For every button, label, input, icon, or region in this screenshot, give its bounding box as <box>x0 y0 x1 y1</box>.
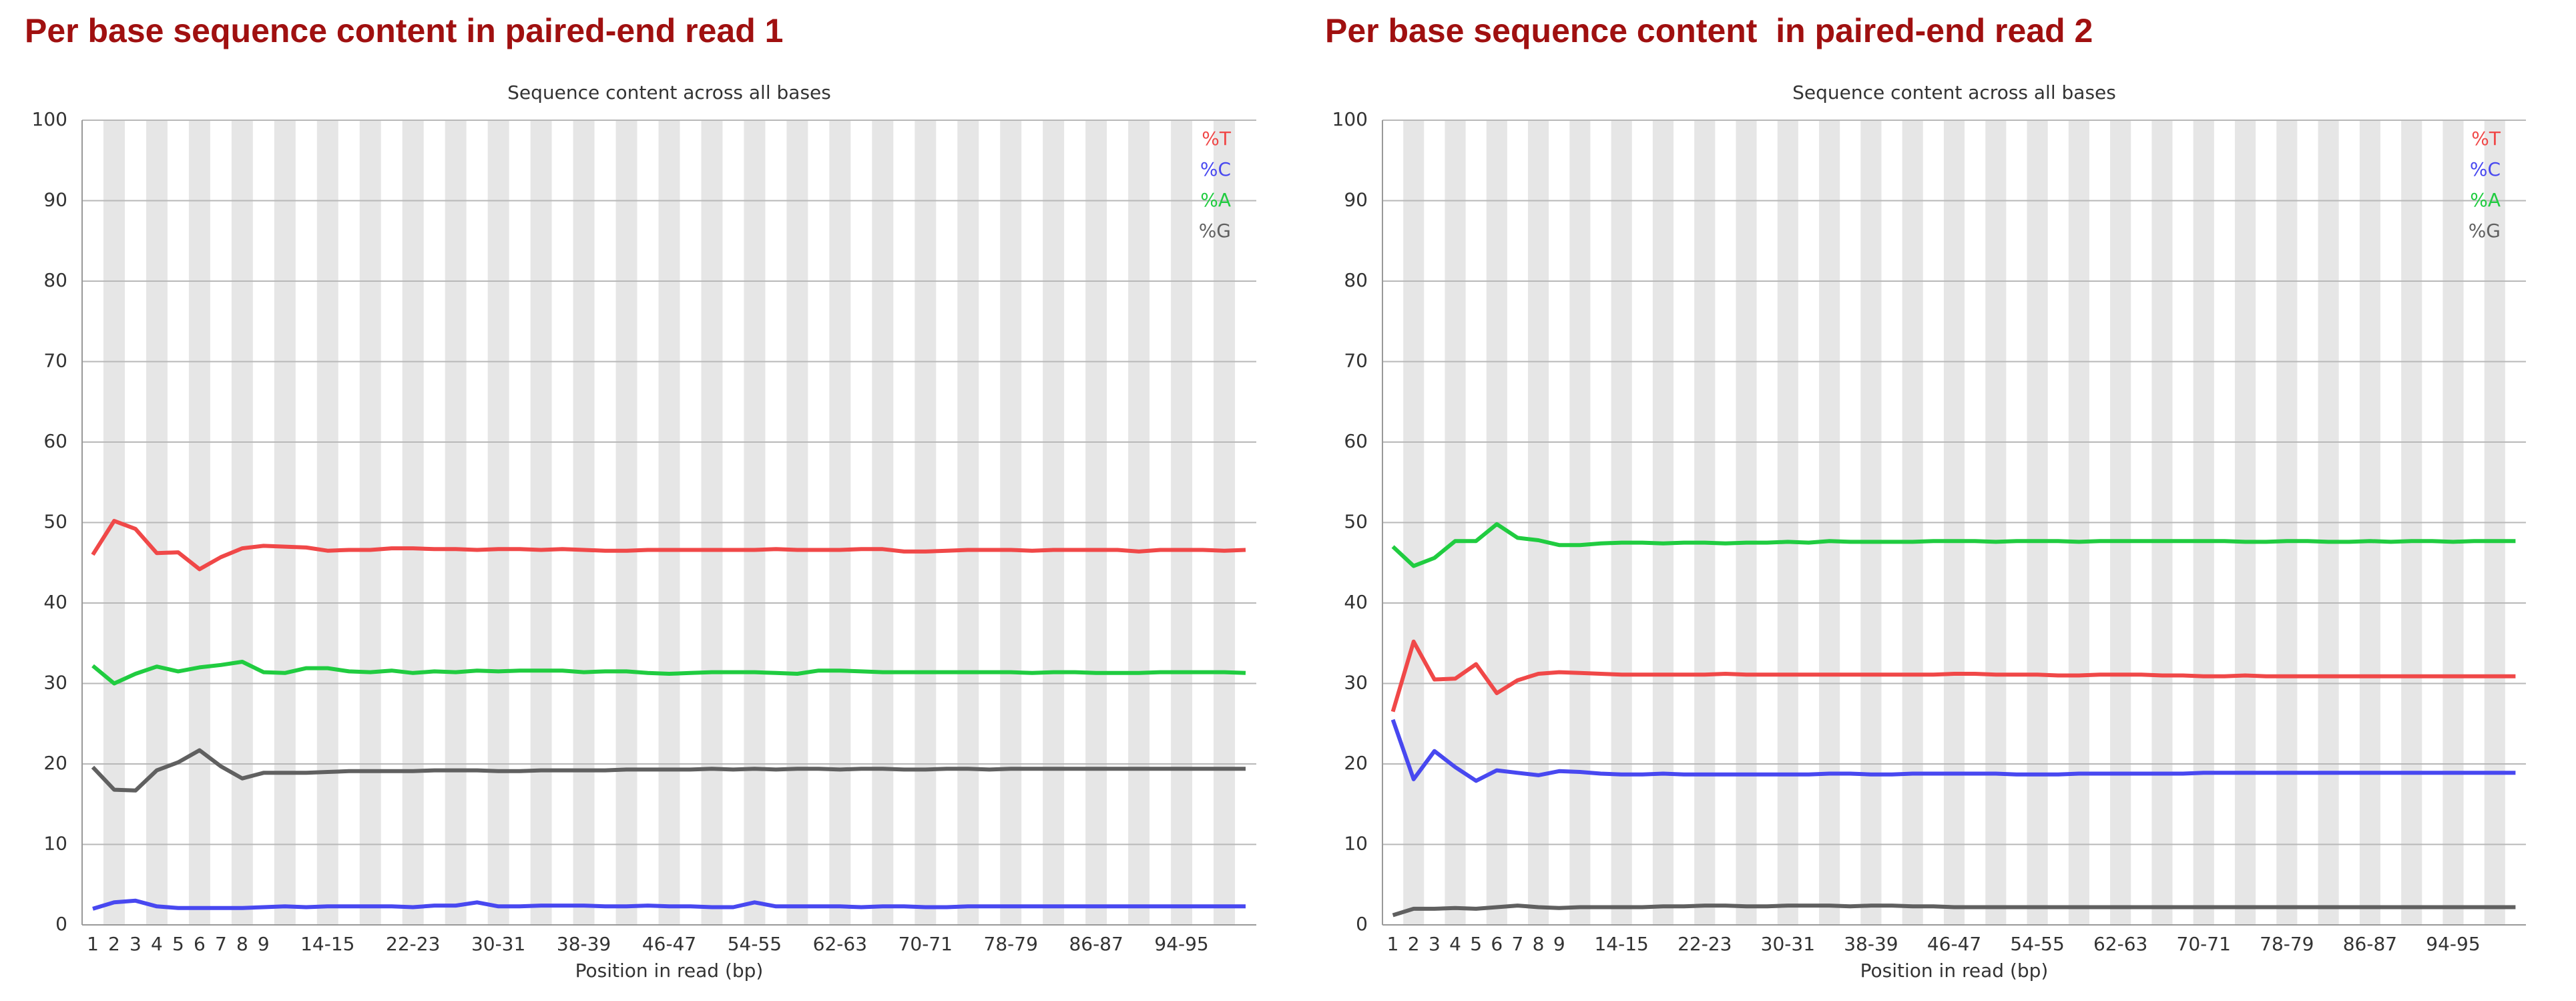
y-tick-label: 100 <box>1332 108 1368 130</box>
series-line <box>91 519 1246 572</box>
y-tick-label: 30 <box>1344 672 1368 694</box>
x-tick-label: 14-15 <box>1594 933 1648 955</box>
x-tick-label: 62-63 <box>813 933 867 955</box>
x-tick-label: 8 <box>236 933 248 955</box>
series-line <box>1390 719 2516 783</box>
legend-entry: %T <box>2471 128 2501 150</box>
x-tick-label: 4 <box>151 933 163 955</box>
x-tick-label: 54-55 <box>728 933 782 955</box>
y-tick-label: 10 <box>1344 833 1368 855</box>
x-tick-label: 22-23 <box>1678 933 1732 955</box>
legend-entry: %C <box>1200 158 1231 180</box>
x-tick-label: 7 <box>215 933 227 955</box>
chart-panel: Per base sequence content in paired-end … <box>1325 12 2526 982</box>
y-tick-label: 10 <box>43 833 67 855</box>
series-line <box>92 898 1246 911</box>
x-tick-label: 94-95 <box>2426 933 2480 955</box>
y-tick-label: 50 <box>1344 511 1368 533</box>
x-tick-label: 5 <box>172 933 184 955</box>
legend-entry: %A <box>2470 189 2501 211</box>
x-tick-label: 94-95 <box>1154 933 1208 955</box>
x-tick-label: 46-47 <box>1927 933 1981 955</box>
y-tick-label: 70 <box>43 350 67 372</box>
y-tick-label: 40 <box>1344 591 1368 613</box>
x-tick-label: 7 <box>1512 933 1524 955</box>
y-tick-label: 20 <box>1344 752 1368 774</box>
y-tick-label: 20 <box>43 752 67 774</box>
series-line <box>1391 522 2516 568</box>
series-line <box>1392 904 2516 918</box>
legend-entry: %A <box>1200 189 1231 211</box>
x-tick-label: 78-79 <box>984 933 1038 955</box>
x-tick-label: 9 <box>258 933 270 955</box>
chart-title: Sequence content across all bases <box>1792 81 2116 104</box>
chart-title: Sequence content across all bases <box>507 81 831 104</box>
x-tick-label: 78-79 <box>2260 933 2314 955</box>
x-tick-label: 54-55 <box>2010 933 2064 955</box>
series-line <box>1390 639 2516 713</box>
x-tick-label: 2 <box>108 933 120 955</box>
chart-panel: Per base sequence content in paired-end … <box>25 12 1256 982</box>
y-tick-label: 90 <box>1344 189 1368 211</box>
x-axis-label: Position in read (bp) <box>575 960 764 982</box>
x-tick-label: 70-71 <box>898 933 953 955</box>
x-tick-label: 9 <box>1553 933 1565 955</box>
x-tick-label: 22-23 <box>386 933 440 955</box>
y-tick-label: 100 <box>32 108 67 130</box>
y-tick-label: 0 <box>55 913 67 935</box>
x-tick-label: 5 <box>1470 933 1482 955</box>
page-title: Per base sequence content in paired-end … <box>25 12 783 49</box>
x-tick-label: 6 <box>1491 933 1503 955</box>
legend-entry: %T <box>1202 128 1232 150</box>
y-tick-label: 50 <box>43 511 67 533</box>
y-tick-label: 30 <box>43 672 67 694</box>
x-tick-label: 38-39 <box>557 933 611 955</box>
y-tick-label: 90 <box>43 189 67 211</box>
x-tick-label: 8 <box>1533 933 1545 955</box>
x-tick-label: 86-87 <box>1069 933 1123 955</box>
y-tick-label: 0 <box>1356 913 1368 935</box>
x-tick-label: 62-63 <box>2093 933 2147 955</box>
x-tick-label: 70-71 <box>2177 933 2231 955</box>
x-tick-label: 30-31 <box>1761 933 1815 955</box>
legend-entry: %G <box>2469 220 2501 242</box>
x-tick-label: 3 <box>130 933 142 955</box>
y-tick-label: 80 <box>1344 269 1368 291</box>
y-tick-label: 70 <box>1344 350 1368 372</box>
y-tick-label: 80 <box>43 269 67 291</box>
y-tick-label: 40 <box>43 591 67 613</box>
page-title: Per base sequence content in paired-end … <box>1325 12 2093 49</box>
x-axis-label: Position in read (bp) <box>1860 960 2049 982</box>
x-tick-label: 1 <box>87 933 99 955</box>
x-tick-label: 3 <box>1429 933 1441 955</box>
y-tick-label: 60 <box>1344 430 1368 452</box>
x-tick-label: 86-87 <box>2343 933 2397 955</box>
legend-entry: %G <box>1199 220 1231 242</box>
x-tick-label: 2 <box>1408 933 1420 955</box>
x-tick-label: 6 <box>194 933 206 955</box>
x-tick-label: 38-39 <box>1844 933 1898 955</box>
x-tick-label: 46-47 <box>642 933 696 955</box>
y-tick-label: 60 <box>43 430 67 452</box>
x-tick-label: 14-15 <box>300 933 354 955</box>
series-line <box>91 660 1246 686</box>
legend-entry: %C <box>2470 158 2501 180</box>
x-tick-label: 1 <box>1387 933 1399 955</box>
x-tick-label: 4 <box>1449 933 1461 955</box>
series-line <box>91 748 1246 793</box>
x-tick-label: 30-31 <box>471 933 525 955</box>
